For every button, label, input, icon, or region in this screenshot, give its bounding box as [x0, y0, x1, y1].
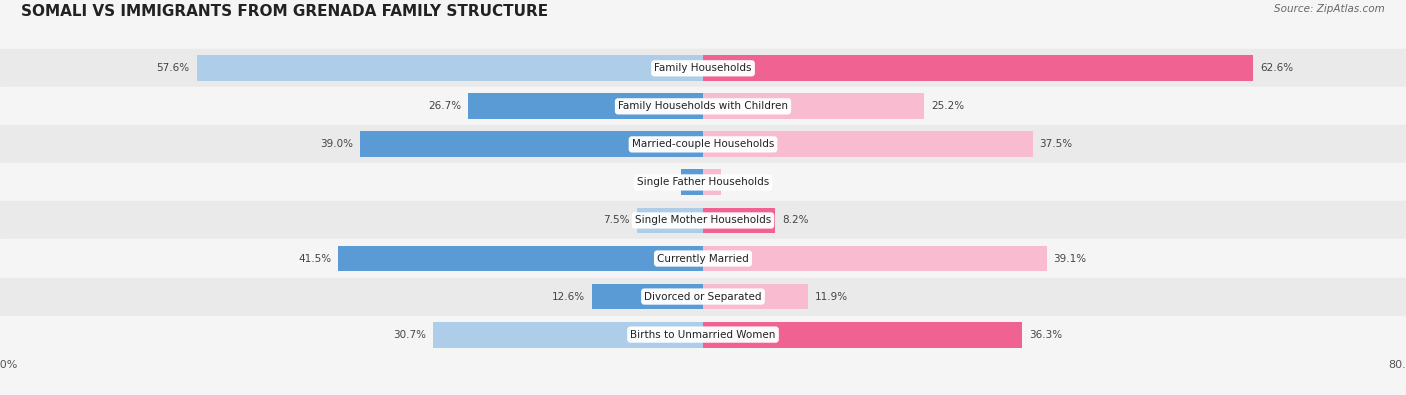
Bar	[0, 125, 1406, 164]
Bar	[681, 169, 703, 196]
Bar	[433, 322, 703, 348]
Bar	[703, 169, 721, 196]
Text: Single Mother Households: Single Mother Households	[636, 215, 770, 226]
Text: Family Households with Children: Family Households with Children	[619, 102, 787, 111]
Text: Married-couple Households: Married-couple Households	[631, 139, 775, 149]
Bar	[0, 49, 1406, 87]
Text: 37.5%: 37.5%	[1039, 139, 1073, 149]
Text: 8.2%: 8.2%	[782, 215, 808, 226]
Bar	[0, 316, 1406, 354]
Text: 2.5%: 2.5%	[648, 177, 673, 188]
Bar	[592, 284, 703, 309]
Text: Divorced or Separated: Divorced or Separated	[644, 292, 762, 301]
Text: 36.3%: 36.3%	[1029, 329, 1062, 340]
Bar	[0, 239, 1406, 278]
Bar	[703, 246, 1046, 271]
Text: 2.0%: 2.0%	[728, 177, 754, 188]
Bar	[339, 246, 703, 271]
Bar	[0, 201, 1406, 239]
Bar	[197, 55, 703, 81]
Text: 41.5%: 41.5%	[298, 254, 332, 263]
Bar	[637, 207, 703, 233]
Bar	[703, 94, 925, 119]
Text: Source: ZipAtlas.com: Source: ZipAtlas.com	[1274, 4, 1385, 14]
Bar	[0, 278, 1406, 316]
Bar	[703, 322, 1022, 348]
Text: 7.5%: 7.5%	[603, 215, 630, 226]
Bar	[703, 284, 807, 309]
Text: Births to Unmarried Women: Births to Unmarried Women	[630, 329, 776, 340]
Bar	[703, 55, 1253, 81]
Text: Family Households: Family Households	[654, 63, 752, 73]
Bar	[360, 132, 703, 157]
Text: 25.2%: 25.2%	[932, 102, 965, 111]
Text: Currently Married: Currently Married	[657, 254, 749, 263]
Text: Single Father Households: Single Father Households	[637, 177, 769, 188]
Bar	[0, 164, 1406, 201]
Bar	[468, 94, 703, 119]
Text: 39.1%: 39.1%	[1053, 254, 1087, 263]
Text: 12.6%: 12.6%	[553, 292, 585, 301]
Bar	[0, 87, 1406, 125]
Bar	[703, 132, 1032, 157]
Text: 26.7%: 26.7%	[429, 102, 461, 111]
Text: 62.6%: 62.6%	[1260, 63, 1294, 73]
Text: 30.7%: 30.7%	[394, 329, 426, 340]
Text: 11.9%: 11.9%	[814, 292, 848, 301]
Bar	[703, 207, 775, 233]
Text: 39.0%: 39.0%	[321, 139, 353, 149]
Text: 57.6%: 57.6%	[156, 63, 190, 73]
Text: SOMALI VS IMMIGRANTS FROM GRENADA FAMILY STRUCTURE: SOMALI VS IMMIGRANTS FROM GRENADA FAMILY…	[21, 4, 548, 19]
